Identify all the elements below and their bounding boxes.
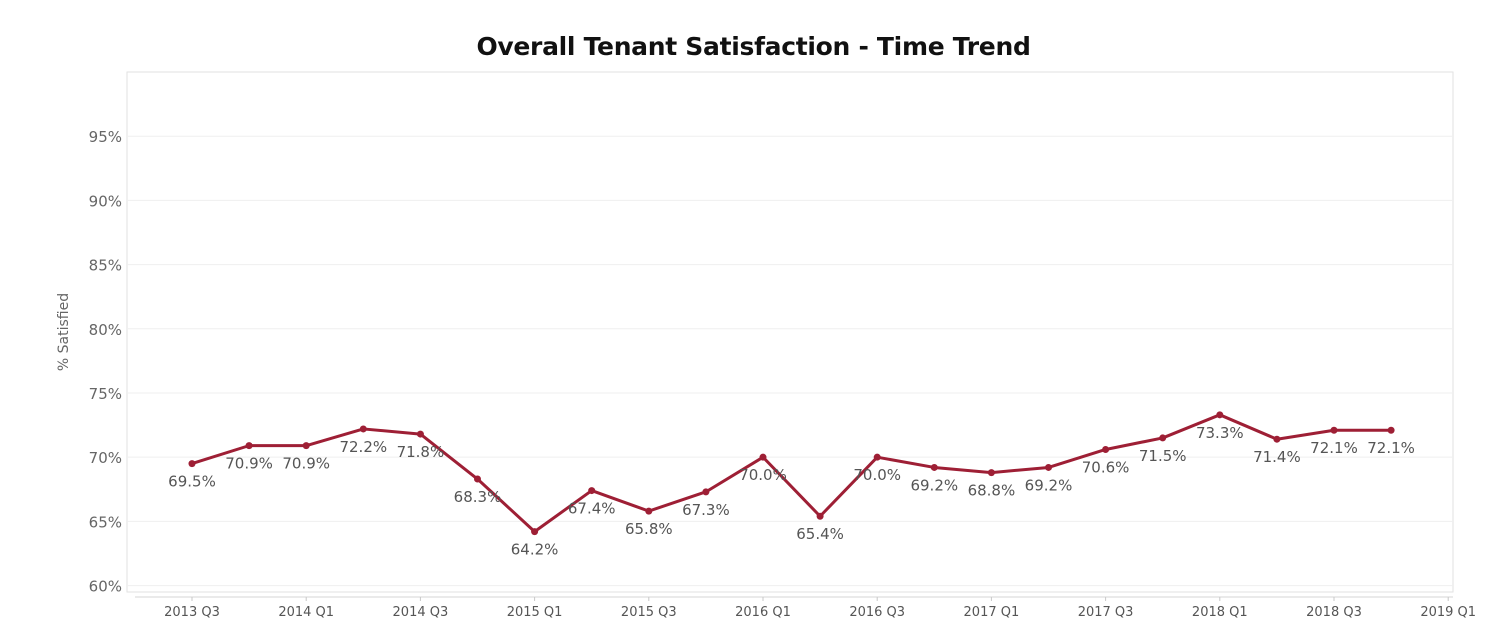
grid-lines <box>127 135 1453 587</box>
x-tick-label: 2015 Q1 <box>507 605 563 620</box>
chart-title: Overall Tenant Satisfaction - Time Trend <box>476 32 1031 61</box>
data-point <box>1045 463 1052 471</box>
data-label: 70.0% <box>739 466 787 484</box>
data-point <box>645 507 653 515</box>
x-tick-label: 2016 Q3 <box>849 605 905 620</box>
x-tick-label: 2014 Q3 <box>393 605 449 620</box>
data-label: 67.3% <box>682 501 730 519</box>
x-tick-label: 2013 Q3 <box>164 605 220 620</box>
data-label: 65.8% <box>625 520 673 538</box>
series-line <box>191 413 1392 534</box>
data-label: 64.2% <box>511 541 559 559</box>
data-point <box>588 487 596 495</box>
data-label: 68.8% <box>968 482 1016 500</box>
x-tick-label: 2017 Q3 <box>1078 605 1134 620</box>
data-points <box>188 411 1395 536</box>
data-point <box>1159 434 1167 442</box>
data-point <box>702 488 710 496</box>
data-point <box>359 425 367 433</box>
data-point <box>1387 426 1395 434</box>
data-label: 71.5% <box>1139 447 1187 465</box>
y-tick-label: 60% <box>89 578 122 596</box>
data-label: 68.3% <box>454 488 502 506</box>
y-tick-label: 75% <box>89 385 122 403</box>
data-point <box>416 430 424 438</box>
data-point <box>816 512 824 520</box>
y-axis-title: % Satisfied <box>56 293 72 371</box>
data-label: 69.2% <box>1025 476 1073 494</box>
data-labels: 69.5% 70.9% 70.9% 72.2% 71.8% 68.3% 64.2% 67.4%… <box>168 424 1415 559</box>
data-point <box>1330 426 1338 434</box>
data-label: 70.6% <box>1082 458 1130 476</box>
data-point <box>302 442 310 450</box>
data-label: 70.9% <box>282 455 330 473</box>
data-point <box>987 469 995 477</box>
x-tick-label: 2018 Q1 <box>1192 605 1248 620</box>
y-tick-label: 70% <box>89 449 122 467</box>
data-point <box>531 528 539 536</box>
data-point <box>188 460 196 468</box>
data-label: 71.8% <box>397 443 445 461</box>
data-label: 69.5% <box>168 473 216 491</box>
data-label: 69.2% <box>910 476 958 494</box>
data-point <box>873 453 881 461</box>
data-point <box>1216 411 1224 419</box>
data-point <box>930 463 938 471</box>
data-point <box>759 453 767 461</box>
y-tick-label: 90% <box>89 192 122 210</box>
x-tick-label: 2018 Q3 <box>1306 605 1362 620</box>
y-tick-label: 95% <box>89 128 122 146</box>
data-point <box>1273 435 1281 443</box>
plot-frame <box>126 71 1454 593</box>
data-label: 71.4% <box>1253 448 1301 466</box>
data-label: 72.1% <box>1310 439 1358 457</box>
data-point <box>474 475 481 483</box>
data-label: 70.9% <box>225 455 273 473</box>
data-point <box>245 442 253 450</box>
y-tick-label: 85% <box>89 257 122 275</box>
x-tick-label: 2015 Q3 <box>621 605 677 620</box>
y-axis: 60% 65% 70% 75% 80% 85% 90% 95% <box>89 128 122 595</box>
x-axis: 2013 Q3 2014 Q1 2014 Q3 2015 Q1 2015 Q3 2016 … <box>135 596 1476 620</box>
data-label: 65.4% <box>796 525 844 543</box>
data-label: 72.1% <box>1367 439 1415 457</box>
data-label: 73.3% <box>1196 424 1244 442</box>
data-point <box>1102 445 1110 453</box>
x-tick-label: 2016 Q1 <box>735 605 791 620</box>
data-label: 70.0% <box>853 466 901 484</box>
x-tick-label: 2019 Q1 <box>1420 605 1476 620</box>
data-label: 72.2% <box>339 438 387 456</box>
y-tick-label: 65% <box>89 513 122 531</box>
x-tick-label: 2014 Q1 <box>278 605 334 620</box>
x-tick-label: 2017 Q1 <box>964 605 1020 620</box>
y-tick-label: 80% <box>89 321 122 339</box>
data-label: 67.4% <box>568 500 616 518</box>
